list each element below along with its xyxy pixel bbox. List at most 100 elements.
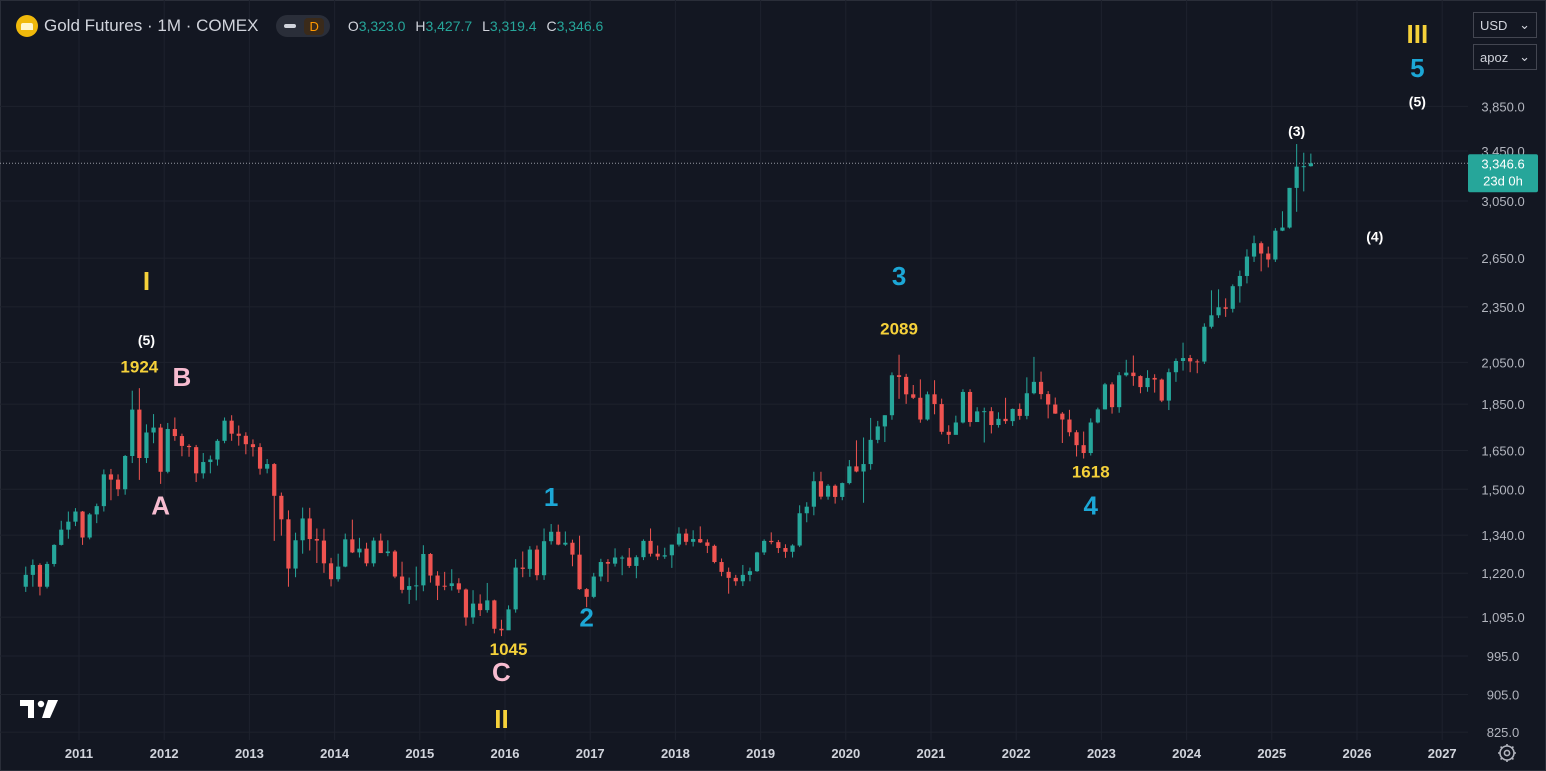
candle-body <box>932 394 937 405</box>
candle <box>101 469 106 512</box>
candle-body <box>23 574 28 587</box>
candle <box>1074 430 1079 457</box>
tradingview-logo[interactable] <box>20 698 60 720</box>
last-price-tag: 3,346.6 23d 0h <box>1468 154 1538 193</box>
candle <box>265 459 270 474</box>
candle-body <box>321 540 327 564</box>
candle <box>556 524 561 546</box>
candle <box>428 553 433 583</box>
candle-body <box>889 375 895 416</box>
candle <box>747 567 753 582</box>
candle <box>563 531 568 546</box>
candle-body <box>115 479 121 490</box>
candle-body <box>108 474 114 480</box>
candle-body <box>1024 393 1029 416</box>
y-tick-label: 2,350.0 <box>1481 300 1524 315</box>
candle <box>584 588 589 608</box>
candle <box>946 425 951 444</box>
candle-body <box>1259 243 1264 254</box>
candle <box>712 544 717 564</box>
candle <box>250 439 256 457</box>
wave-label: C <box>492 657 511 687</box>
candle-body <box>1081 445 1086 454</box>
settings-gear-icon[interactable] <box>1496 742 1518 764</box>
y-tick-label: 2,650.0 <box>1481 251 1524 266</box>
candle-body <box>1301 166 1306 168</box>
candle <box>343 533 348 568</box>
candle <box>37 563 43 596</box>
candle <box>1017 403 1022 420</box>
candle <box>307 507 312 551</box>
candle <box>1117 372 1122 413</box>
candle-body <box>1138 376 1143 388</box>
candle-body <box>655 553 660 557</box>
candle <box>683 528 689 546</box>
candle <box>541 528 547 580</box>
candle <box>612 548 618 567</box>
candle-body <box>37 564 43 587</box>
candle <box>1251 235 1257 262</box>
candle-body <box>982 411 987 413</box>
ohlc-readout: O3,323.0 H3,427.7 L3,319.4 C3,346.6 <box>348 18 609 34</box>
candle-body <box>627 557 632 566</box>
candle-body <box>953 422 958 435</box>
candle <box>549 524 554 545</box>
candle <box>165 422 170 474</box>
candle-body <box>712 545 717 563</box>
x-tick-label: 2026 <box>1343 746 1372 761</box>
y-tick-label: 1,095.0 <box>1481 610 1524 625</box>
symbol-title[interactable]: Gold Futures · 1M · COMEX <box>44 16 259 35</box>
candle <box>925 391 930 421</box>
candle-body <box>804 506 809 514</box>
x-tick-label: 2019 <box>746 746 775 761</box>
candle-body <box>563 542 568 545</box>
candle <box>222 417 227 444</box>
candle-body <box>1280 227 1285 231</box>
candlestick-series <box>23 144 1313 637</box>
candle <box>698 526 703 544</box>
candle-body <box>1166 372 1171 401</box>
candle-body <box>939 404 944 432</box>
candle-body <box>1159 379 1164 401</box>
time-axis[interactable]: 2011 2012 2013 2014 2015 2016 2017 2018 2019 2020… <box>65 746 1457 761</box>
candle <box>1301 152 1306 192</box>
x-tick-label: 2018 <box>661 746 690 761</box>
candle-body <box>1124 372 1129 376</box>
candle-body <box>598 562 603 577</box>
candle-body <box>407 586 412 590</box>
candle <box>123 455 128 495</box>
x-tick-label: 2020 <box>831 746 860 761</box>
candle <box>243 432 248 455</box>
candle-body <box>605 562 611 564</box>
candle <box>691 530 696 547</box>
candle-body <box>556 531 561 545</box>
currency-select[interactable]: USD ⌄ <box>1473 12 1537 38</box>
candle <box>1244 249 1250 284</box>
candle <box>1202 323 1207 364</box>
ohlc-open-key: O <box>347 18 359 34</box>
candle <box>80 510 85 545</box>
candle-body <box>840 483 845 497</box>
candle <box>1180 342 1186 371</box>
x-tick-label: 2011 <box>65 746 93 761</box>
x-tick-label: 2017 <box>576 746 605 761</box>
candle-body <box>541 541 547 576</box>
y-tick-label: 995.0 <box>1487 649 1520 664</box>
unit-select[interactable]: apoz ⌄ <box>1473 44 1537 70</box>
session-toggle[interactable]: D <box>276 15 330 37</box>
price-axis[interactable]: 825.0 905.0 995.0 1,095.0 1,220.0 1,340.0 1,50… <box>1481 99 1524 740</box>
candle-body <box>918 397 923 420</box>
wave-annotations: I(5)1924 BA1045CII123208916184(3)(4)III5(… <box>120 19 1428 734</box>
candle-body <box>1152 377 1157 380</box>
candle <box>421 545 426 592</box>
ohlc-low-key: L <box>482 18 490 34</box>
candle-body <box>811 481 816 507</box>
ohlc-close-value: 3,346.6 <box>556 18 604 34</box>
chart-grid <box>0 0 1468 740</box>
candle-body <box>300 518 305 541</box>
candle-body <box>151 427 156 433</box>
x-tick-label: 2024 <box>1172 746 1202 761</box>
x-tick-label: 2016 <box>491 746 520 761</box>
candle <box>1102 382 1108 410</box>
